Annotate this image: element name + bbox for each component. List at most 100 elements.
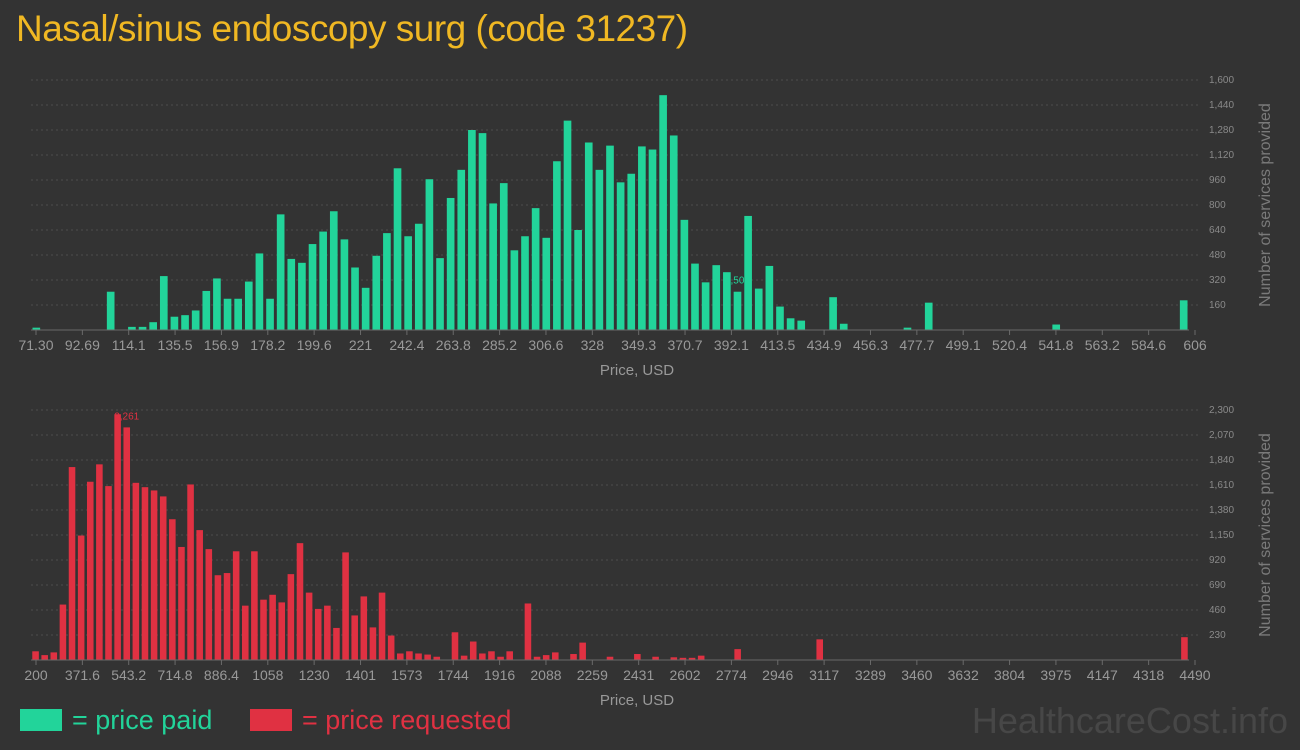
x-tick-label: 584.6 [1131,337,1166,353]
bar [670,657,678,660]
bar [497,656,504,660]
x-tick-label: 2602 [669,667,700,683]
bar [329,211,338,330]
bar [436,258,444,330]
x-tick-label: 92.69 [65,337,100,353]
bar [105,486,112,660]
x-tick-label: 200 [24,667,48,683]
bar [616,182,625,330]
bar [223,298,232,330]
y-tick-label: 800 [1209,200,1226,211]
x-tick-label: 1058 [252,667,283,683]
x-tick-label: 306.6 [528,337,563,353]
bar [457,169,466,330]
y-tick-label: 2,070 [1209,430,1234,441]
x-tick-label: 371.6 [65,667,100,683]
bar [839,323,848,330]
x-tick-label: 263.8 [436,337,471,353]
bar [387,635,395,660]
bar [128,326,136,330]
x-tick-label: 2259 [577,667,608,683]
x-tick-label: 541.8 [1038,337,1073,353]
bar [196,530,203,660]
x-tick-label: 4147 [1087,667,1118,683]
bar [191,310,200,330]
x-tick-label: 242.4 [389,337,424,353]
bar [531,208,540,330]
bar [244,281,253,330]
bar [260,599,267,660]
bar [634,654,641,660]
bar [744,215,752,330]
x-axis-title: Price, USD [600,362,674,379]
y-axis-title: Number of services provided [1257,433,1274,637]
x-tick-label: 2946 [762,667,793,683]
x-tick-label: 3289 [855,667,886,683]
bar [652,656,659,660]
bar [214,575,222,660]
bar [369,627,377,660]
x-tick-label: 413.5 [760,337,795,353]
bar [361,287,370,330]
bar [510,250,519,330]
bar [114,414,121,660]
bar [266,298,274,330]
bar [723,272,731,330]
bar [351,267,359,330]
bar [333,627,340,660]
peak-value-label: 1,503 [725,276,750,287]
bar [816,639,823,660]
bar [451,632,459,660]
bar [77,535,85,660]
bar [138,326,147,330]
bar [533,656,541,660]
x-tick-label: 4490 [1179,667,1210,683]
bar [378,592,386,660]
bar [478,133,487,330]
legend-label-requested: = price requested [302,704,512,735]
bar [86,481,94,660]
y-tick-label: 960 [1209,175,1226,186]
bar [786,318,795,330]
x-tick-label: 71.30 [18,337,53,353]
x-tick-label: 434.9 [807,337,842,353]
bar [404,236,412,330]
bar [697,655,705,660]
bar [178,546,185,660]
bar [903,327,912,330]
bar [32,651,39,660]
bar [552,652,559,660]
bar [574,230,582,330]
page-title: Nasal/sinus endoscopy surg (code 31237) [16,8,688,49]
bar [296,543,304,660]
bar [159,496,167,660]
x-tick-label: 520.4 [992,337,1027,353]
bar [213,278,221,330]
bar [765,265,774,330]
bar [489,203,497,330]
watermark: HealthcareCost.info [971,700,1288,741]
x-tick-label: 563.2 [1085,337,1120,353]
bar [506,651,513,660]
bar [59,604,67,660]
bar [241,605,249,660]
bar [638,146,646,330]
x-tick-label: 543.2 [111,667,146,683]
bar [360,596,368,660]
y-tick-label: 2,300 [1209,405,1234,416]
bar [106,291,115,330]
bar [460,655,468,660]
y-tick-label: 320 [1209,275,1226,286]
bar [232,551,240,660]
bar [521,236,529,330]
bar [287,574,295,660]
bar [96,464,103,660]
bar [488,651,495,660]
bar [776,306,784,330]
x-tick-label: 886.4 [204,667,239,683]
bar [446,197,455,330]
legend-item-price-paid: = price paid [20,704,212,736]
bar [255,253,264,330]
bar [542,655,550,660]
x-tick-label: 156.9 [204,337,239,353]
